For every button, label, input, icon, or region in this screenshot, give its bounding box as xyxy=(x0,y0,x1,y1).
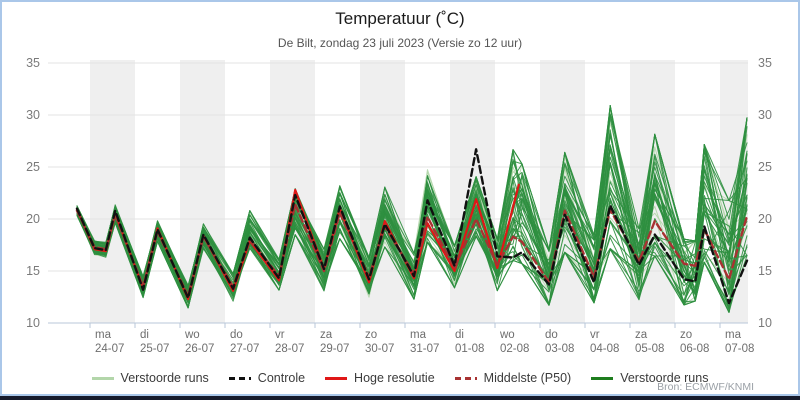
y-tick-label-left: 35 xyxy=(26,56,40,70)
legend-label: Verstoorde runs xyxy=(120,371,209,385)
x-tick-label-day: wo xyxy=(184,329,200,341)
x-tick-label-day: wo xyxy=(499,329,515,341)
legend-swatch-solid xyxy=(591,376,614,380)
x-tick-label-date: 25-07 xyxy=(140,343,169,355)
x-tick-label-day: ma xyxy=(410,329,427,341)
x-tick-label-day: ma xyxy=(725,329,742,341)
x-tick-label-day: ma xyxy=(95,329,112,341)
y-tick-label-right: 20 xyxy=(758,212,772,226)
x-tick-label-day: di xyxy=(140,329,149,341)
y-tick-label-left: 20 xyxy=(26,212,40,226)
footer-accent-bar xyxy=(0,396,800,400)
legend-item: Verstoorde runs xyxy=(591,371,708,385)
x-tick-label-date: 24-07 xyxy=(95,343,124,355)
y-tick-label-right: 30 xyxy=(758,108,772,122)
x-tick-label-day: do xyxy=(545,329,558,341)
y-tick-label-right: 10 xyxy=(758,316,772,330)
x-tick-label-date: 31-07 xyxy=(410,343,439,355)
x-tick-label-date: 26-07 xyxy=(185,343,214,355)
x-tick-label-date: 02-08 xyxy=(500,343,529,355)
legend-swatch-solid xyxy=(325,376,348,380)
x-tick-label-day: vr xyxy=(275,329,285,341)
y-tick-label-left: 25 xyxy=(26,160,40,174)
x-tick-label-date: 04-08 xyxy=(590,343,619,355)
series-line-controle xyxy=(75,148,749,305)
x-tick-label-day: do xyxy=(230,329,243,341)
x-tick-label-date: 05-08 xyxy=(635,343,664,355)
legend-label: Hoge resolutie xyxy=(354,371,435,385)
x-tick-label-date: 28-07 xyxy=(275,343,304,355)
legend-label: Verstoorde runs xyxy=(620,371,709,385)
y-tick-label-left: 30 xyxy=(26,108,40,122)
legend-label: Controle xyxy=(257,371,306,385)
source-credit: Bron: ECMWF/KNMI xyxy=(657,381,754,393)
x-tick-label-date: 29-07 xyxy=(320,343,349,355)
chart-legend: Verstoorde runs Controle Hoge resolutie Mid… xyxy=(0,371,800,385)
x-tick-label-day: vr xyxy=(590,329,600,341)
legend-item: Controle xyxy=(228,371,306,385)
legend-label: Middelste (P50) xyxy=(483,371,572,385)
day-band xyxy=(270,60,315,323)
y-tick-label-right: 15 xyxy=(758,264,772,278)
y-tick-label-left: 10 xyxy=(26,316,40,330)
ensemble-member-line xyxy=(76,114,748,289)
legend-swatch-solid xyxy=(91,376,114,380)
day-band xyxy=(90,60,135,323)
x-tick-label-day: zo xyxy=(365,329,377,341)
legend-item: Verstoorde runs xyxy=(91,371,209,385)
ensemble-member-line xyxy=(76,117,748,287)
legend-item: Middelste (P50) xyxy=(454,371,572,385)
day-band xyxy=(180,60,225,323)
y-tick-label-right: 25 xyxy=(758,160,772,174)
chart-subtitle: De Bilt, zondag 23 juli 2023 (Versie zo … xyxy=(277,36,523,50)
legend-swatch-dashed xyxy=(454,376,477,380)
legend-item: Hoge resolutie xyxy=(325,371,435,385)
x-tick-label-date: 30-07 xyxy=(365,343,394,355)
legend-swatch-dashed xyxy=(228,376,251,380)
x-tick-label-day: za xyxy=(320,329,333,341)
x-tick-label-date: 01-08 xyxy=(455,343,484,355)
y-tick-label-right: 35 xyxy=(758,56,772,70)
x-tick-label-date: 27-07 xyxy=(230,343,259,355)
x-tick-label-date: 06-08 xyxy=(680,343,709,355)
x-tick-label-day: za xyxy=(635,329,648,341)
x-tick-label-date: 03-08 xyxy=(545,343,574,355)
page-title: Temperatuur (˚C) xyxy=(335,9,465,28)
x-tick-label-day: di xyxy=(455,329,464,341)
x-tick-label-date: 07-08 xyxy=(725,343,754,355)
x-tick-label-day: zo xyxy=(680,329,692,341)
y-tick-label-left: 15 xyxy=(26,264,40,278)
